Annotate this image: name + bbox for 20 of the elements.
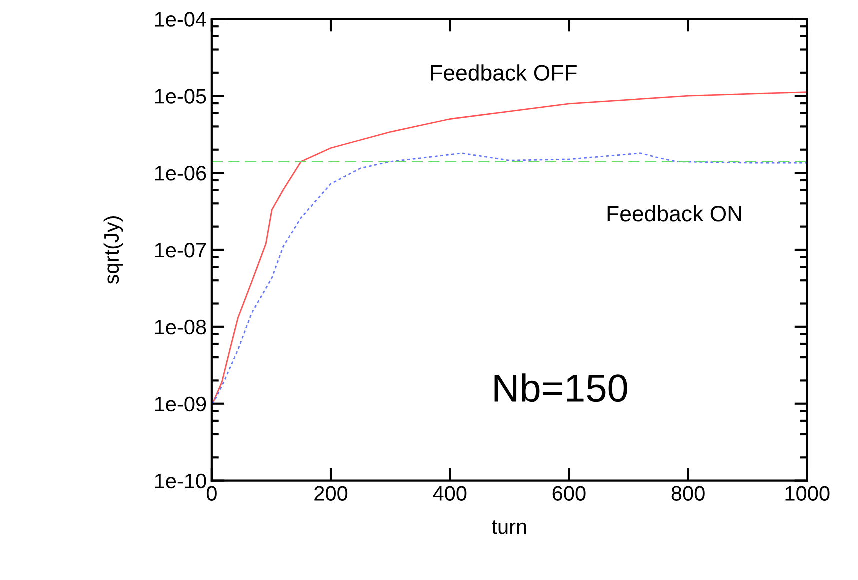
y-tick-label: 1e-06 bbox=[155, 166, 206, 181]
line-series bbox=[212, 92, 808, 405]
y-axis-title: sqrt(Jy) bbox=[104, 216, 124, 284]
x-axis-title: turn bbox=[492, 520, 526, 534]
y-tick-label: 1e-07 bbox=[155, 242, 206, 258]
y-tick-label: 1e-10 bbox=[155, 474, 206, 489]
y-tick-label: 1e-09 bbox=[155, 396, 206, 412]
y-tick-label: 1e-08 bbox=[155, 320, 206, 335]
x-tick-label: 600 bbox=[552, 486, 586, 501]
y-tick-label: 1e-04 bbox=[155, 12, 206, 27]
x-tick-label: 0 bbox=[206, 486, 217, 501]
line-series bbox=[212, 152, 808, 405]
annotation: Nb=150 bbox=[494, 374, 628, 402]
annotation: Feedback OFF bbox=[431, 64, 577, 81]
x-tick-label: 1000 bbox=[786, 486, 830, 501]
y-tick-label: 1e-05 bbox=[155, 89, 206, 104]
x-tick-label: 400 bbox=[433, 486, 467, 501]
x-tick-label: 200 bbox=[314, 486, 348, 501]
x-tick-label: 800 bbox=[672, 486, 705, 501]
annotation: Feedback ON bbox=[608, 205, 742, 222]
